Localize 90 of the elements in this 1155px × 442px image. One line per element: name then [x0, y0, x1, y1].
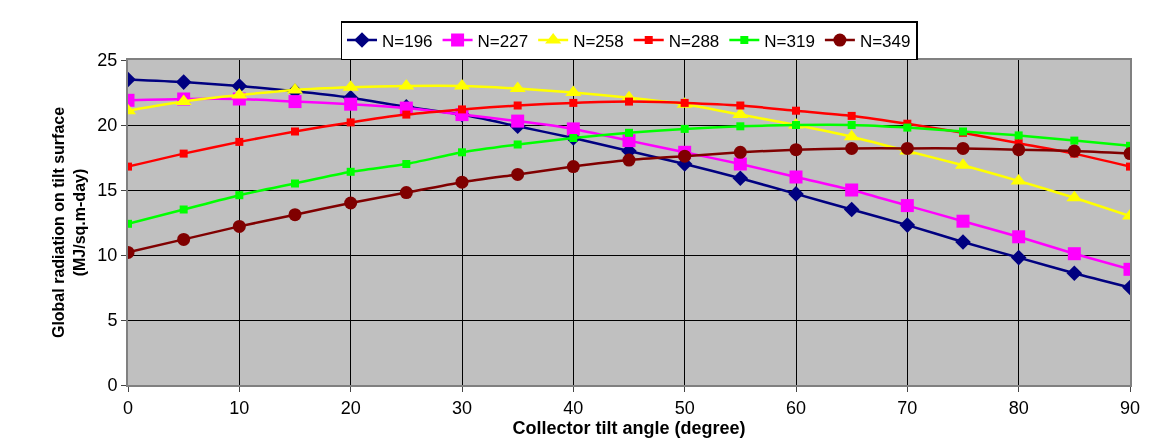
point: [399, 186, 413, 200]
legend-label: N=258: [573, 31, 624, 51]
point: [732, 107, 749, 119]
x-tick-label: 10: [229, 397, 250, 418]
point: [177, 232, 191, 246]
point: [956, 141, 970, 155]
point: [678, 149, 692, 163]
point: [1066, 265, 1083, 281]
point: [455, 175, 469, 189]
point: [845, 141, 859, 155]
point: [1067, 144, 1081, 158]
y-tick-label: 10: [97, 245, 118, 266]
point: [625, 128, 633, 137]
point: [1066, 190, 1083, 202]
point: [843, 201, 860, 218]
legend-label: N=349: [859, 31, 911, 51]
legend-label: N=196: [382, 31, 433, 51]
x-tick-label: 60: [785, 397, 807, 418]
point: [511, 114, 525, 128]
point: [789, 170, 803, 184]
point: [733, 157, 747, 171]
x-tick-label: 0: [122, 397, 134, 418]
x-tick-label: 90: [1119, 397, 1141, 418]
point: [789, 143, 803, 157]
point: [513, 101, 522, 110]
point: [344, 97, 358, 111]
x-tick-label: 50: [674, 397, 695, 418]
point: [291, 179, 299, 188]
point: [288, 95, 302, 109]
y-axis-title: Global radiation on tilt surface (MJ/sq.m-day): [49, 106, 88, 339]
point: [900, 199, 914, 213]
point: [288, 208, 302, 222]
point: [625, 97, 633, 106]
point: [179, 149, 188, 158]
point: [1012, 230, 1026, 244]
point: [235, 191, 244, 200]
point: [566, 160, 580, 174]
legend-label: N=319: [764, 31, 815, 51]
point: [622, 153, 636, 167]
x-tick-label: 70: [897, 397, 918, 418]
point: [232, 219, 246, 233]
point: [736, 101, 745, 110]
point: [680, 124, 689, 133]
point: [847, 121, 856, 129]
point: [235, 137, 244, 146]
x-axis-title: Collector tilt angle (degree): [512, 417, 746, 438]
point: [847, 111, 856, 120]
point: [291, 127, 299, 136]
point: [509, 81, 526, 93]
point: [1010, 173, 1027, 185]
legend-label: N=288: [668, 31, 720, 51]
x-tick-label: 30: [451, 397, 473, 418]
point: [733, 145, 747, 159]
point: [175, 74, 192, 90]
y-tick-label: 25: [97, 50, 118, 71]
point: [792, 106, 800, 115]
point: [732, 170, 749, 187]
point: [1014, 131, 1023, 140]
point: [1012, 143, 1026, 157]
point: [402, 160, 411, 168]
point: [736, 122, 745, 131]
point: [569, 98, 578, 107]
point: [458, 148, 466, 157]
point: [903, 123, 912, 132]
point: [402, 110, 411, 119]
point: [566, 122, 580, 136]
point: [1010, 249, 1027, 266]
point: [1067, 247, 1081, 261]
point: [788, 186, 804, 202]
point: [1070, 136, 1079, 145]
point: [845, 183, 859, 197]
point: [179, 205, 188, 214]
x-tick-label: 40: [563, 397, 584, 418]
x-tick-label: 80: [1008, 397, 1029, 418]
point: [458, 105, 466, 114]
legend-label: N=227: [477, 31, 529, 51]
point: [346, 167, 355, 176]
y-tick-label: 15: [97, 180, 118, 201]
point: [956, 214, 970, 228]
point: [346, 118, 355, 127]
point: [513, 140, 522, 149]
x-tick-label: 20: [340, 397, 361, 418]
point: [511, 167, 525, 181]
point: [843, 129, 860, 141]
y-tick-label: 0: [107, 375, 118, 396]
y-tick-label: 5: [107, 310, 118, 331]
point: [344, 196, 358, 210]
point: [899, 217, 916, 233]
y-tick-label: 20: [97, 115, 118, 136]
point: [955, 234, 971, 250]
